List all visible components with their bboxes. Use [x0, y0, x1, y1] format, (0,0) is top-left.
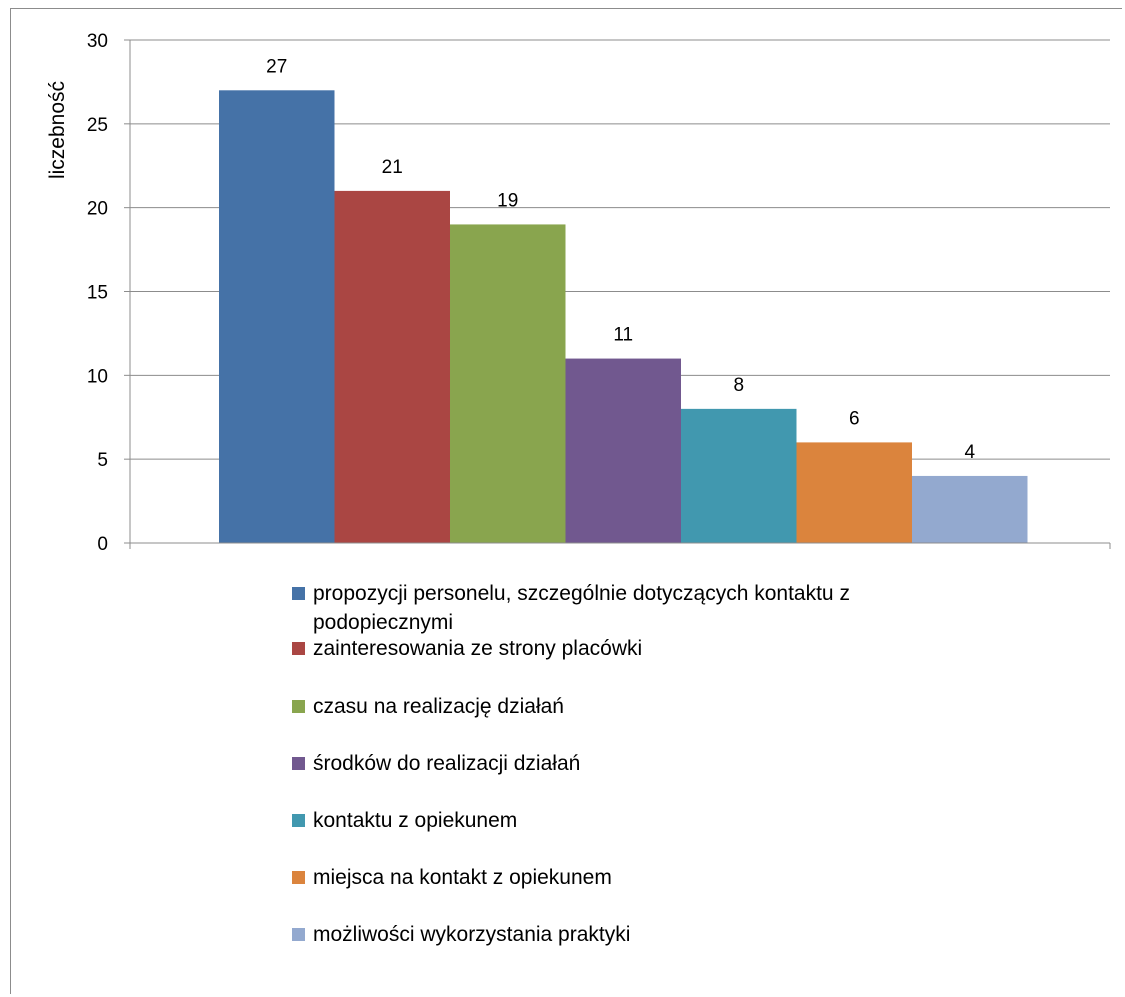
y-tick-label: 25	[87, 115, 108, 136]
legend-swatch	[292, 814, 305, 827]
y-tick-label: 5	[97, 450, 108, 471]
bar	[565, 358, 681, 543]
bar	[796, 442, 912, 543]
legend-label: miejsca na kontakt z opiekunem	[313, 866, 612, 889]
y-tick-label: 10	[87, 366, 108, 387]
chart-frame	[10, 8, 1122, 994]
data-label: 8	[733, 375, 744, 396]
legend-swatch	[292, 587, 305, 600]
data-label: 4	[964, 442, 975, 463]
legend-swatch	[292, 871, 305, 884]
bar	[681, 408, 797, 543]
legend-label: zainteresowania ze strony placówki	[313, 637, 642, 660]
legend-label: możliwości wykorzystania praktyki	[313, 923, 630, 946]
legend-swatch	[292, 928, 305, 941]
legend-swatch	[292, 700, 305, 713]
bar	[912, 475, 1028, 543]
legend-swatch	[292, 642, 305, 655]
legend-label: czasu na realizację działań	[313, 695, 564, 718]
y-axis-ticks: 0 5 10 15 20 25 30	[87, 31, 1111, 555]
data-label: 21	[382, 157, 403, 178]
bars	[219, 90, 1028, 544]
bar	[334, 190, 450, 543]
y-tick-label: 30	[87, 31, 108, 52]
data-labels: 27 21 19 11 8 6 4	[266, 56, 975, 463]
legend-label: kontaktu z opiekunem	[313, 809, 517, 832]
data-label: 19	[497, 190, 518, 211]
bar	[219, 90, 335, 544]
legend-label: propozycji personelu, szczególnie dotycz…	[313, 582, 850, 634]
data-label: 11	[613, 325, 633, 346]
data-label: 6	[849, 408, 860, 429]
legend-label: środków do realizacji działań	[313, 752, 580, 775]
legend: propozycji personelu, szczególnie dotycz…	[292, 582, 850, 946]
y-tick-label: 15	[87, 283, 108, 304]
data-label: 27	[266, 56, 287, 77]
y-axis-title: liczebność	[46, 81, 69, 179]
y-tick-label: 0	[97, 534, 108, 555]
legend-swatch	[292, 757, 305, 770]
bar	[450, 224, 566, 543]
y-tick-label: 20	[87, 199, 108, 220]
